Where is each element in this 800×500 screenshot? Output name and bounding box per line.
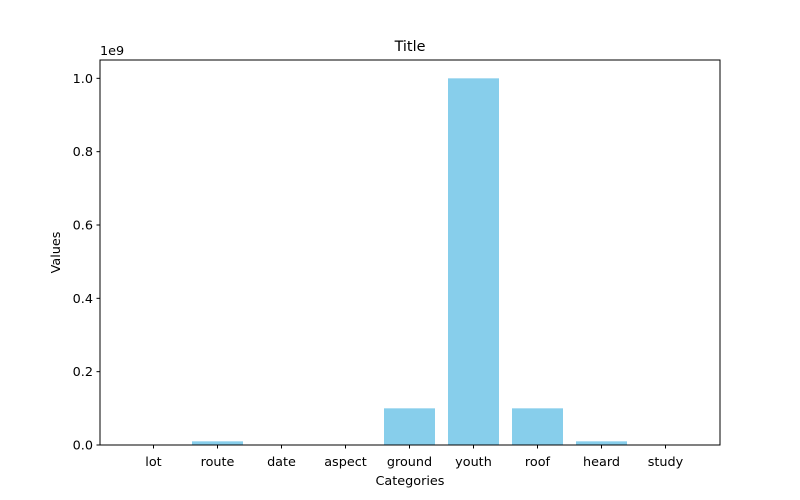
bars-group	[128, 78, 691, 445]
x-tick-label: heard	[583, 455, 620, 470]
plot-frame	[99, 59, 721, 446]
bar-route	[192, 441, 243, 445]
x-tick-label: aspect	[324, 455, 367, 470]
y-tick-label: 1.0	[73, 72, 93, 87]
x-tick-label: study	[648, 455, 684, 470]
bar-ground	[384, 408, 435, 445]
x-tick-label: ground	[387, 455, 432, 470]
chart-title: Title	[394, 39, 426, 55]
x-tick-label: youth	[455, 455, 492, 470]
x-tick-label: route	[201, 455, 235, 470]
x-axis-ticks: lot route date aspect ground youth roof heard st…	[145, 445, 684, 470]
y-axis-offset-label: 1e9	[100, 44, 124, 59]
bar-roof	[512, 408, 563, 445]
bar-youth	[448, 78, 499, 445]
y-tick-label: 0.4	[73, 292, 93, 307]
x-axis-label: Categories	[376, 474, 445, 489]
bar-heard	[576, 441, 627, 445]
y-tick-label: 0.2	[73, 365, 93, 380]
x-tick-label: date	[267, 455, 296, 470]
y-tick-label: 0.0	[73, 439, 93, 454]
x-tick-label: lot	[145, 455, 161, 470]
y-axis-ticks: 0.0 0.2 0.4 0.6 0.8 1.0	[73, 72, 100, 454]
x-tick-label: roof	[525, 455, 551, 470]
y-tick-label: 0.6	[73, 219, 93, 234]
y-axis-label: Values	[49, 231, 64, 273]
y-tick-label: 0.8	[73, 145, 93, 160]
